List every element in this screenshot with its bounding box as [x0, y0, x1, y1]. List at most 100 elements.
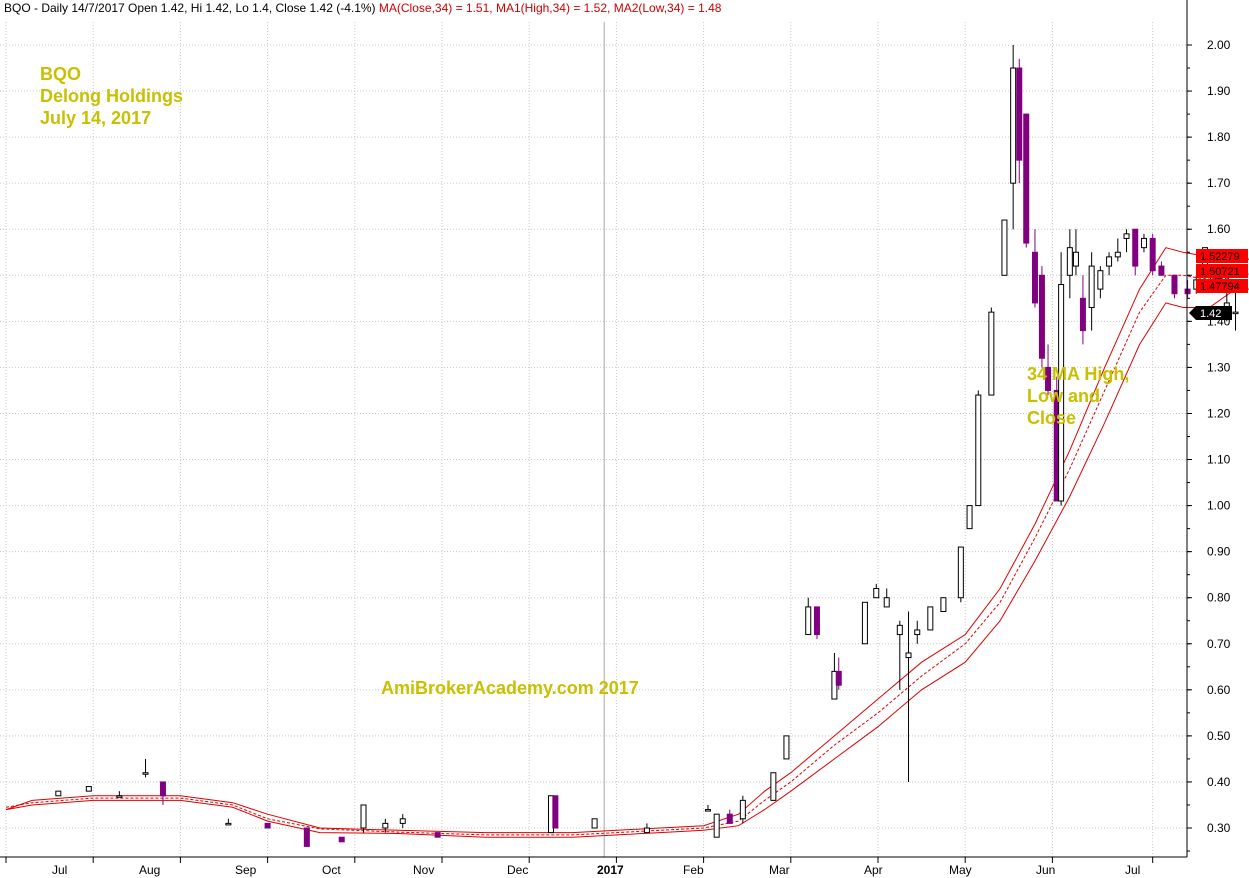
candle-body [1031, 251, 1038, 304]
candle-body [783, 735, 790, 760]
annotation-ma-line1: 34 MA High, [1027, 364, 1130, 384]
tag-ma-close: 1.50721 [1196, 264, 1248, 278]
tag-last-price-arrow [1189, 306, 1196, 320]
candle-body [957, 546, 964, 599]
tag-ma-low: 1.47794 [1196, 279, 1248, 293]
ma-high-line [5, 247, 1249, 834]
moving-average-lines [5, 247, 1249, 838]
candle-body [813, 606, 820, 636]
ytick-label: 0.90 [1207, 545, 1231, 559]
candle-body [399, 818, 406, 824]
candle-body [1132, 228, 1139, 267]
ma-low-line [5, 288, 1249, 838]
candle-body [159, 781, 166, 797]
header-prefix: BQO - Daily 14/7/2017 Open 1.42, Hi 1.42… [4, 1, 376, 15]
candle-body [1158, 265, 1165, 276]
candle-body [116, 795, 123, 798]
candle-body [1184, 288, 1191, 295]
xtick-label: Aug [139, 863, 160, 877]
xtick-label: Apr [864, 863, 883, 877]
candle-body [905, 652, 912, 659]
xtick-label: Jul [1125, 863, 1140, 877]
candle-body [1149, 237, 1156, 272]
candle-body [1038, 274, 1045, 359]
header-ma-high: MA1(High,34) = 1.52, [495, 1, 611, 15]
candle-body [1001, 219, 1008, 276]
candle-body [704, 809, 711, 812]
candle-body [1045, 366, 1052, 391]
candle-body [264, 822, 271, 829]
annotation-ma-line2: Low and [1027, 386, 1100, 406]
candle-body [1072, 251, 1079, 267]
ytick-label: 1.00 [1207, 499, 1231, 513]
candle-body [1066, 247, 1073, 276]
candle-body [988, 311, 995, 396]
ytick-label: 0.60 [1207, 683, 1231, 697]
candle-body [303, 827, 310, 847]
annotation-stock-info: BQO Delong Holdings July 14, 2017 [40, 63, 183, 129]
xtick-label: Oct [322, 863, 341, 877]
candle-body [142, 772, 149, 775]
tag-last-price-text: 1.42 [1200, 308, 1221, 320]
chart-header: BQO - Daily 14/7/2017 Open 1.42, Hi 1.42… [4, 1, 721, 15]
candlesticks [55, 45, 1239, 847]
tag-ma-close-box [1196, 264, 1248, 278]
candle-body [434, 832, 441, 838]
price-tags: 1.52279 1.50721 1.47794 1.42 [1189, 249, 1248, 320]
ytick-label: 1.10 [1207, 453, 1231, 467]
ma-close-line [5, 270, 1249, 836]
ytick-label: 0.80 [1207, 591, 1231, 605]
gridlines [0, 22, 1187, 857]
candle-body [225, 822, 232, 826]
tag-ma-high-text: 1.52279 [1200, 251, 1240, 263]
candle-body [873, 587, 880, 599]
header-ma-close: MA(Close,34) = 1.51, [378, 1, 493, 15]
candle-body [805, 606, 812, 636]
candle-body [770, 772, 777, 801]
candle-body [1123, 233, 1130, 239]
tag-ma-high: 1.52279 [1196, 249, 1248, 263]
xtick-label: Jul [52, 863, 67, 877]
ytick-label: 0.70 [1207, 637, 1231, 651]
candle-body [1106, 256, 1113, 267]
candle-body [739, 799, 746, 820]
candle-body [726, 813, 733, 824]
ytick-label: 1.30 [1207, 360, 1231, 374]
candle-body [713, 813, 720, 838]
annotation-ma-line3: Close [1027, 408, 1077, 428]
candle-body [975, 394, 982, 507]
candle-body [861, 601, 868, 645]
annotation-company: Delong Holdings [40, 86, 183, 106]
candle-body [1097, 270, 1104, 290]
tag-last-price-box [1196, 306, 1232, 320]
candle-body [360, 804, 367, 829]
candle-body [1232, 311, 1239, 315]
watermark-text: AmiBrokerAcademy.com 2017 [381, 678, 639, 698]
ytick-label: 0.50 [1207, 729, 1231, 743]
tag-ma-low-box [1196, 279, 1248, 293]
annotation-ma-note: 34 MA High, Low and Close [1027, 363, 1129, 429]
header-ma-low: MA2(Low,34) = 1.48 [613, 1, 722, 15]
candle-body [1079, 297, 1086, 332]
candle-body [591, 818, 598, 829]
candle-body [85, 786, 92, 792]
tag-ma-low-text: 1.47794 [1200, 281, 1240, 293]
candle-body [552, 795, 559, 829]
tag-ma-close-text: 1.50721 [1200, 266, 1240, 278]
xtick-label: May [949, 863, 972, 877]
candle-body [1088, 265, 1095, 309]
tag-ma-high-box [1196, 249, 1248, 263]
ytick-label: 1.80 [1207, 130, 1231, 144]
xtick-label: Feb [683, 863, 704, 877]
xtick-label: 2017 [597, 863, 624, 877]
candle-body [914, 629, 921, 636]
candle-body [643, 827, 650, 834]
candle-body [835, 670, 842, 686]
ytick-label: 0.40 [1207, 775, 1231, 789]
xtick-label: Dec [507, 863, 528, 877]
xtick-label: Jun [1036, 863, 1055, 877]
candle-body [966, 505, 973, 530]
xtick-label: Nov [413, 863, 434, 877]
candle-body [883, 597, 890, 608]
